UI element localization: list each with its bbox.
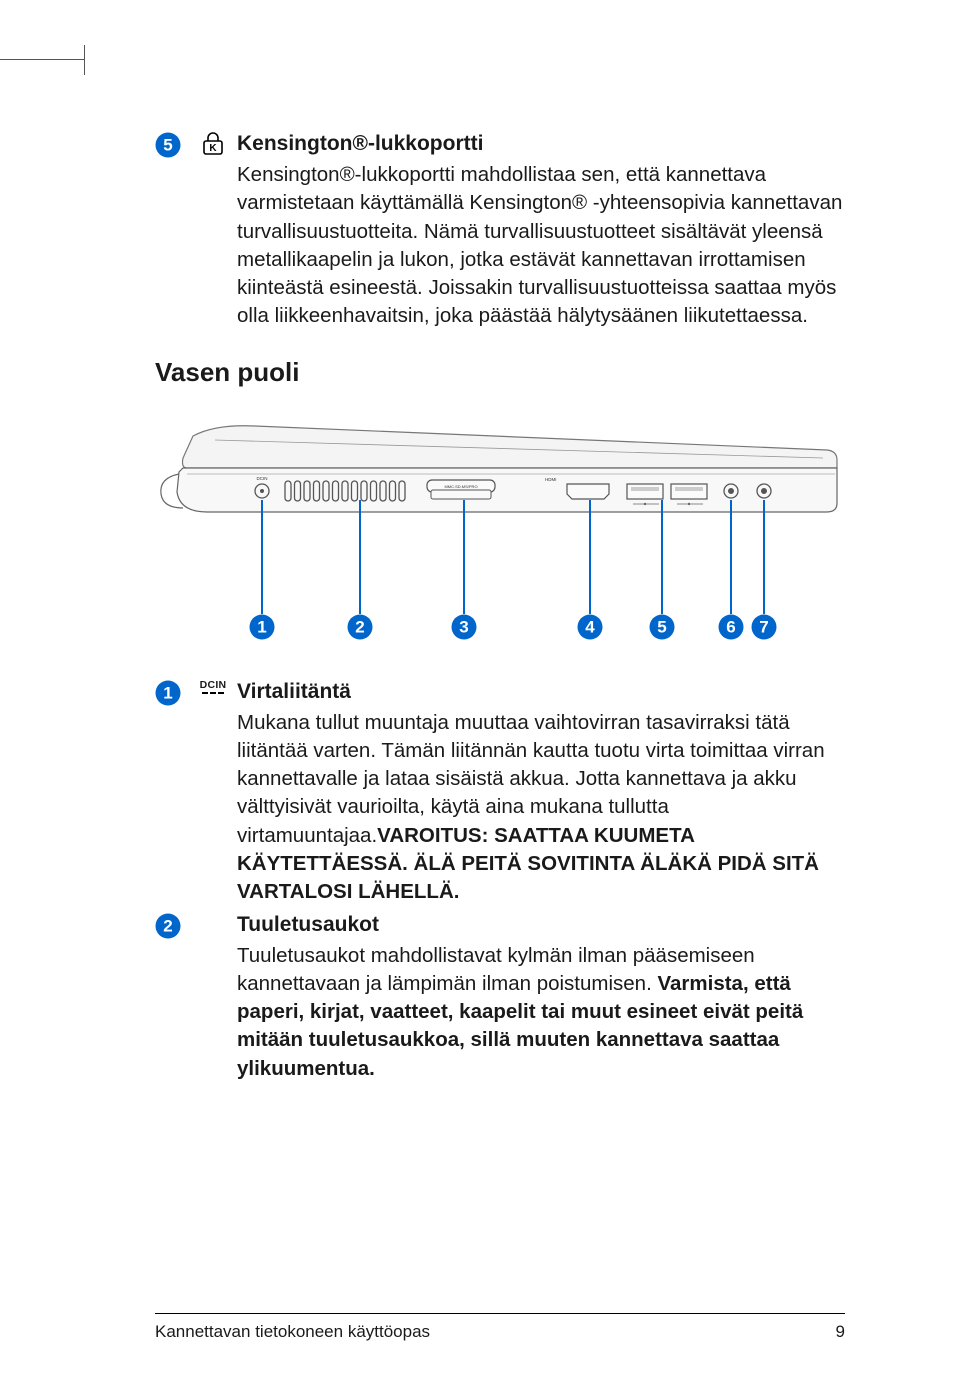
page-content: 5 K Kensington®-lukkoportti Kensington®-… (0, 0, 960, 1147)
item-2-content: Tuuletusaukot Tuuletusaukot mahdollistav… (237, 911, 845, 1083)
diagram-badge-4: 4 (577, 614, 603, 640)
lock-icon: K (199, 132, 227, 161)
dcin-icon: DCIN (199, 680, 227, 695)
item-5-body: Kensington®-lukkoportti mahdollistaa sen… (237, 161, 845, 331)
svg-text:HDMI: HDMI (545, 477, 557, 482)
badge-5: 5 (155, 132, 181, 158)
item-5-content: Kensington®-lukkoportti Kensington®-lukk… (237, 130, 845, 331)
diagram-badge-5: 5 (649, 614, 675, 640)
diagram-badge-1: 1 (249, 614, 275, 640)
svg-text:5: 5 (657, 617, 666, 636)
item-5-title: Kensington®-lukkoportti (237, 130, 845, 159)
diagram-badge-7: 7 (751, 614, 777, 640)
callout-line-7 (763, 500, 765, 614)
item-2-row: 2 Tuuletusaukot Tuuletusaukot mahdollist… (155, 911, 845, 1083)
badge-2: 2 (155, 913, 181, 939)
svg-text:2: 2 (355, 617, 364, 636)
footer-text: Kannettavan tietokoneen käyttöopas (155, 1322, 430, 1342)
laptop-side-svg: DCIN MMC.SD.MS/PRO HDMI (155, 418, 845, 548)
svg-text:1: 1 (257, 617, 266, 636)
callout-line-3 (463, 500, 465, 614)
svg-text:1: 1 (163, 683, 172, 702)
item-2-title: Tuuletusaukot (237, 911, 845, 940)
svg-text:6: 6 (726, 617, 735, 636)
svg-text:3: 3 (459, 617, 468, 636)
section-heading: Vasen puoli (155, 357, 845, 388)
crop-marks (0, 45, 100, 75)
item-1-title: Virtaliitäntä (237, 678, 845, 707)
page-number: 9 (836, 1322, 845, 1342)
svg-text:4: 4 (585, 617, 595, 636)
item-2-body: Tuuletusaukot mahdollistavat kylmän ilma… (237, 942, 845, 1083)
diagram-badge-3: 3 (451, 614, 477, 640)
svg-text:7: 7 (759, 617, 768, 636)
page-footer: Kannettavan tietokoneen käyttöopas 9 (155, 1313, 845, 1342)
svg-text:MMC.SD.MS/PRO: MMC.SD.MS/PRO (444, 484, 477, 489)
item-1-row: 1 DCIN Virtaliitäntä Mukana tullut muunt… (155, 678, 845, 907)
laptop-diagram: DCIN MMC.SD.MS/PRO HDMI 1 2 3 4 5 6 7 (155, 418, 845, 648)
item-1-body: Mukana tullut muuntaja muuttaa vaihtovir… (237, 709, 845, 907)
svg-text:2: 2 (163, 916, 172, 935)
item-1-content: Virtaliitäntä Mukana tullut muuntaja muu… (237, 678, 845, 907)
diagram-badge-6: 6 (718, 614, 744, 640)
callout-line-6 (730, 500, 732, 614)
callout-line-4 (589, 500, 591, 614)
item-5-row: 5 K Kensington®-lukkoportti Kensington®-… (155, 130, 845, 331)
diagram-badge-2: 2 (347, 614, 373, 640)
svg-text:DCIN: DCIN (257, 476, 268, 481)
svg-text:K: K (209, 143, 217, 154)
badge-1: 1 (155, 680, 181, 706)
callout-line-5 (661, 500, 663, 614)
callout-line-1 (261, 500, 263, 614)
svg-text:5: 5 (163, 136, 172, 155)
diagram-badges: 1 2 3 4 5 6 7 (155, 614, 845, 644)
callout-line-2 (359, 500, 361, 614)
